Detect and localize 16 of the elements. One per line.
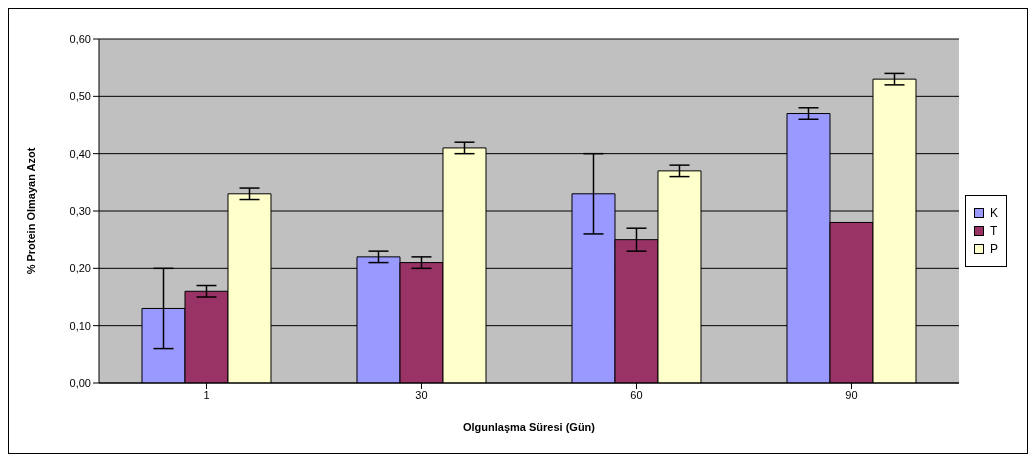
legend-label: T [989,224,998,238]
y-tick-label: 0,60 [69,32,91,45]
y-axis-title: % Protein Olmayan Azot [24,147,37,275]
x-tick-label: 60 [630,388,643,401]
y-tick-label: 0,40 [69,147,91,160]
x-tick-label: 90 [845,388,858,401]
y-tick-label: 0,30 [69,204,91,217]
x-tick-label: 1 [203,388,210,401]
y-tick-label: 0,20 [69,262,91,275]
legend-label: P [989,242,998,256]
y-tick-label: 0,00 [69,376,91,389]
legend-label: K [989,206,998,220]
x-axis-title: Olgunlaşma Süresi (Gün) [462,421,596,433]
y-tick-label: 0,50 [69,90,91,103]
x-tick-label: 30 [415,388,428,401]
y-tick-label: 0,10 [69,319,91,332]
